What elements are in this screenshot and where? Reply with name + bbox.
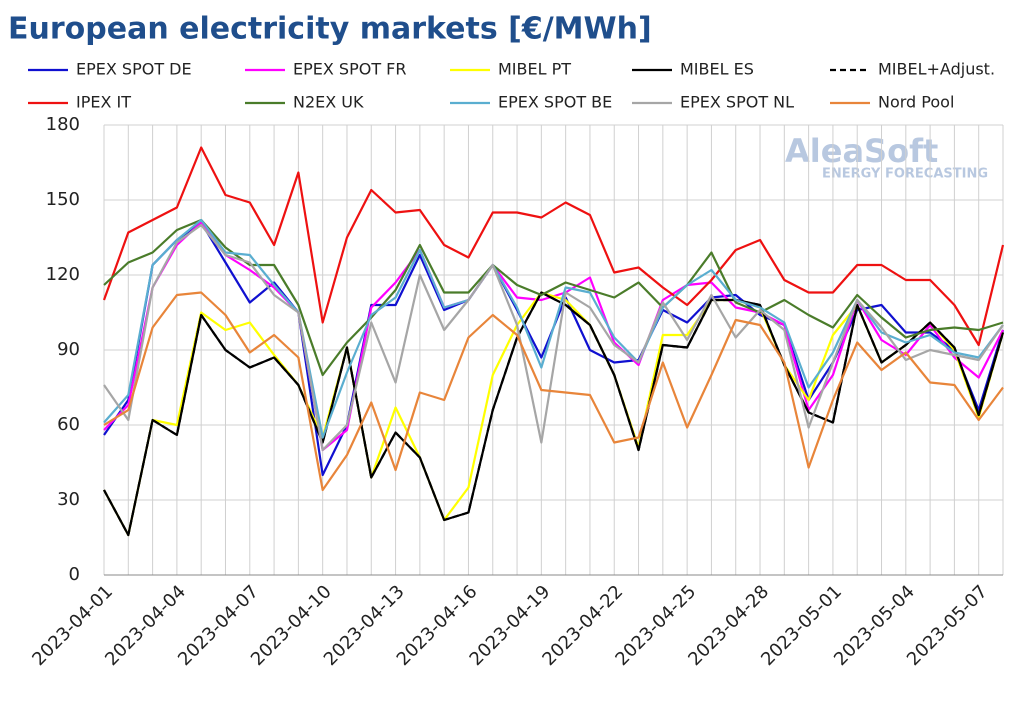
y-tick-label: 120 <box>46 264 80 285</box>
series-line <box>103 218 1004 377</box>
legend-label: IPEX IT <box>76 93 131 112</box>
series-line <box>103 223 1004 452</box>
y-tick-label: 90 <box>57 339 80 360</box>
legend-label: MIBEL ES <box>680 60 754 79</box>
y-tick-label: 150 <box>46 189 80 210</box>
legend-label: MIBEL+Adjust. <box>878 60 995 79</box>
series-line <box>103 291 1004 492</box>
legend-label: Nord Pool <box>878 93 954 112</box>
y-tick-label: 180 <box>46 114 80 135</box>
legend-label: MIBEL PT <box>498 60 571 79</box>
y-tick-label: 30 <box>57 489 80 510</box>
series-line <box>102 146 1005 347</box>
watermark-tagline: ENERGY FORECASTING <box>822 167 988 182</box>
legend-label: N2EX UK <box>293 93 364 112</box>
legend-label: EPEX SPOT DE <box>76 60 192 79</box>
series-line <box>103 221 1005 477</box>
y-tick-label: 60 <box>57 414 80 435</box>
legend-label: EPEX SPOT NL <box>680 93 794 112</box>
y-tick-label: 0 <box>69 564 80 585</box>
legend-label: EPEX SPOT BE <box>498 93 612 112</box>
watermark-brand: AleaSoft <box>785 132 938 170</box>
series-line <box>103 291 1005 537</box>
chart-title: European electricity markets [€/MWh] <box>8 12 652 47</box>
legend-label: EPEX SPOT FR <box>293 60 407 79</box>
